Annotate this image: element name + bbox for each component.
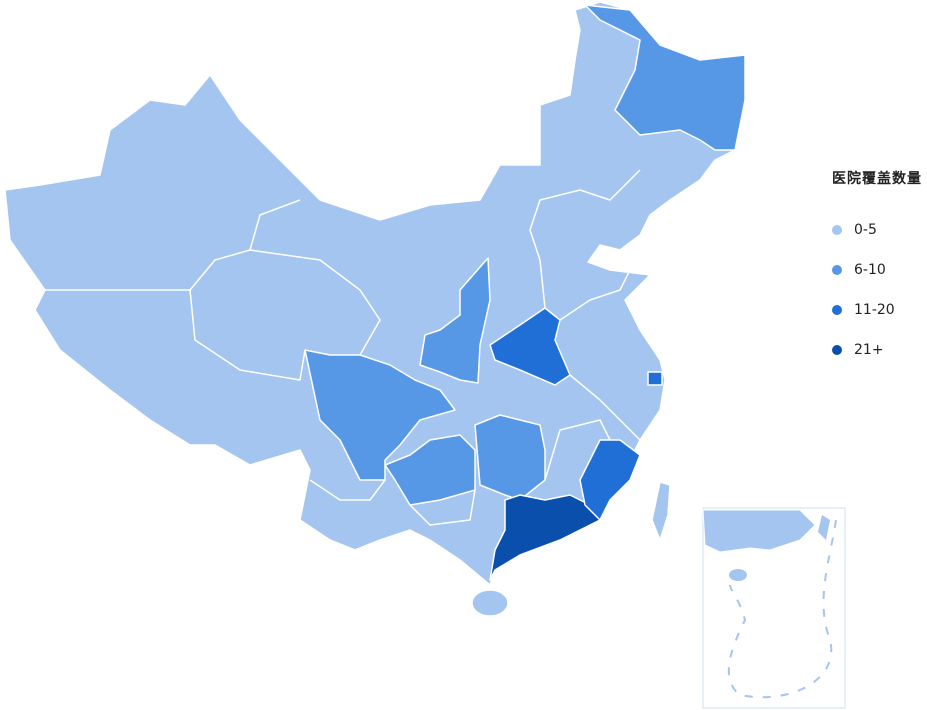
legend-title: 医院覆盖数量 bbox=[832, 171, 922, 187]
region-shaanxi[interactable] bbox=[419, 257, 491, 384]
south-sea-inset bbox=[702, 507, 846, 709]
inset-taiwan bbox=[818, 515, 830, 540]
legend-item-11-20[interactable]: 11-20 bbox=[832, 290, 922, 330]
inset-hainan bbox=[729, 569, 747, 581]
region-heilongjiang[interactable] bbox=[584, 4, 746, 151]
border-line bbox=[559, 269, 631, 321]
border-line bbox=[45, 199, 301, 291]
border-line bbox=[569, 374, 641, 441]
legend-item-0-5[interactable]: 0-5 bbox=[832, 210, 922, 250]
region-mainland[interactable] bbox=[4, 1, 746, 586]
border-line bbox=[309, 479, 386, 501]
legend: 医院覆盖数量 0-5 6-10 11-20 21+ bbox=[832, 168, 922, 370]
region-hainan[interactable] bbox=[471, 589, 509, 617]
region-sichuan[interactable] bbox=[304, 349, 456, 481]
border-line bbox=[529, 169, 641, 309]
border-line bbox=[409, 489, 476, 526]
legend-label: 11-20 bbox=[854, 302, 895, 318]
legend-label: 21+ bbox=[854, 342, 884, 358]
border-line bbox=[249, 249, 381, 356]
legend-dot-icon bbox=[832, 265, 842, 275]
legend-dot-icon bbox=[832, 225, 842, 235]
legend-item-6-10[interactable]: 6-10 bbox=[832, 250, 922, 290]
region-guizhou[interactable] bbox=[384, 434, 476, 506]
region-guangdong[interactable] bbox=[489, 494, 601, 581]
region-henan[interactable] bbox=[489, 307, 571, 386]
legend-dot-icon bbox=[832, 345, 842, 355]
region-taiwan[interactable] bbox=[651, 481, 671, 541]
legend-dot-icon bbox=[832, 305, 842, 315]
legend-label: 0-5 bbox=[854, 222, 877, 238]
region-hunan[interactable] bbox=[474, 414, 546, 501]
border-line bbox=[544, 419, 611, 481]
region-shanghai[interactable] bbox=[647, 371, 663, 386]
inset-mainland bbox=[702, 509, 816, 553]
nine-dash-line bbox=[727, 519, 837, 699]
legend-item-21-plus[interactable]: 21+ bbox=[832, 330, 922, 370]
region-fujian[interactable] bbox=[579, 439, 641, 521]
border-line bbox=[189, 289, 306, 381]
legend-label: 6-10 bbox=[854, 262, 886, 278]
